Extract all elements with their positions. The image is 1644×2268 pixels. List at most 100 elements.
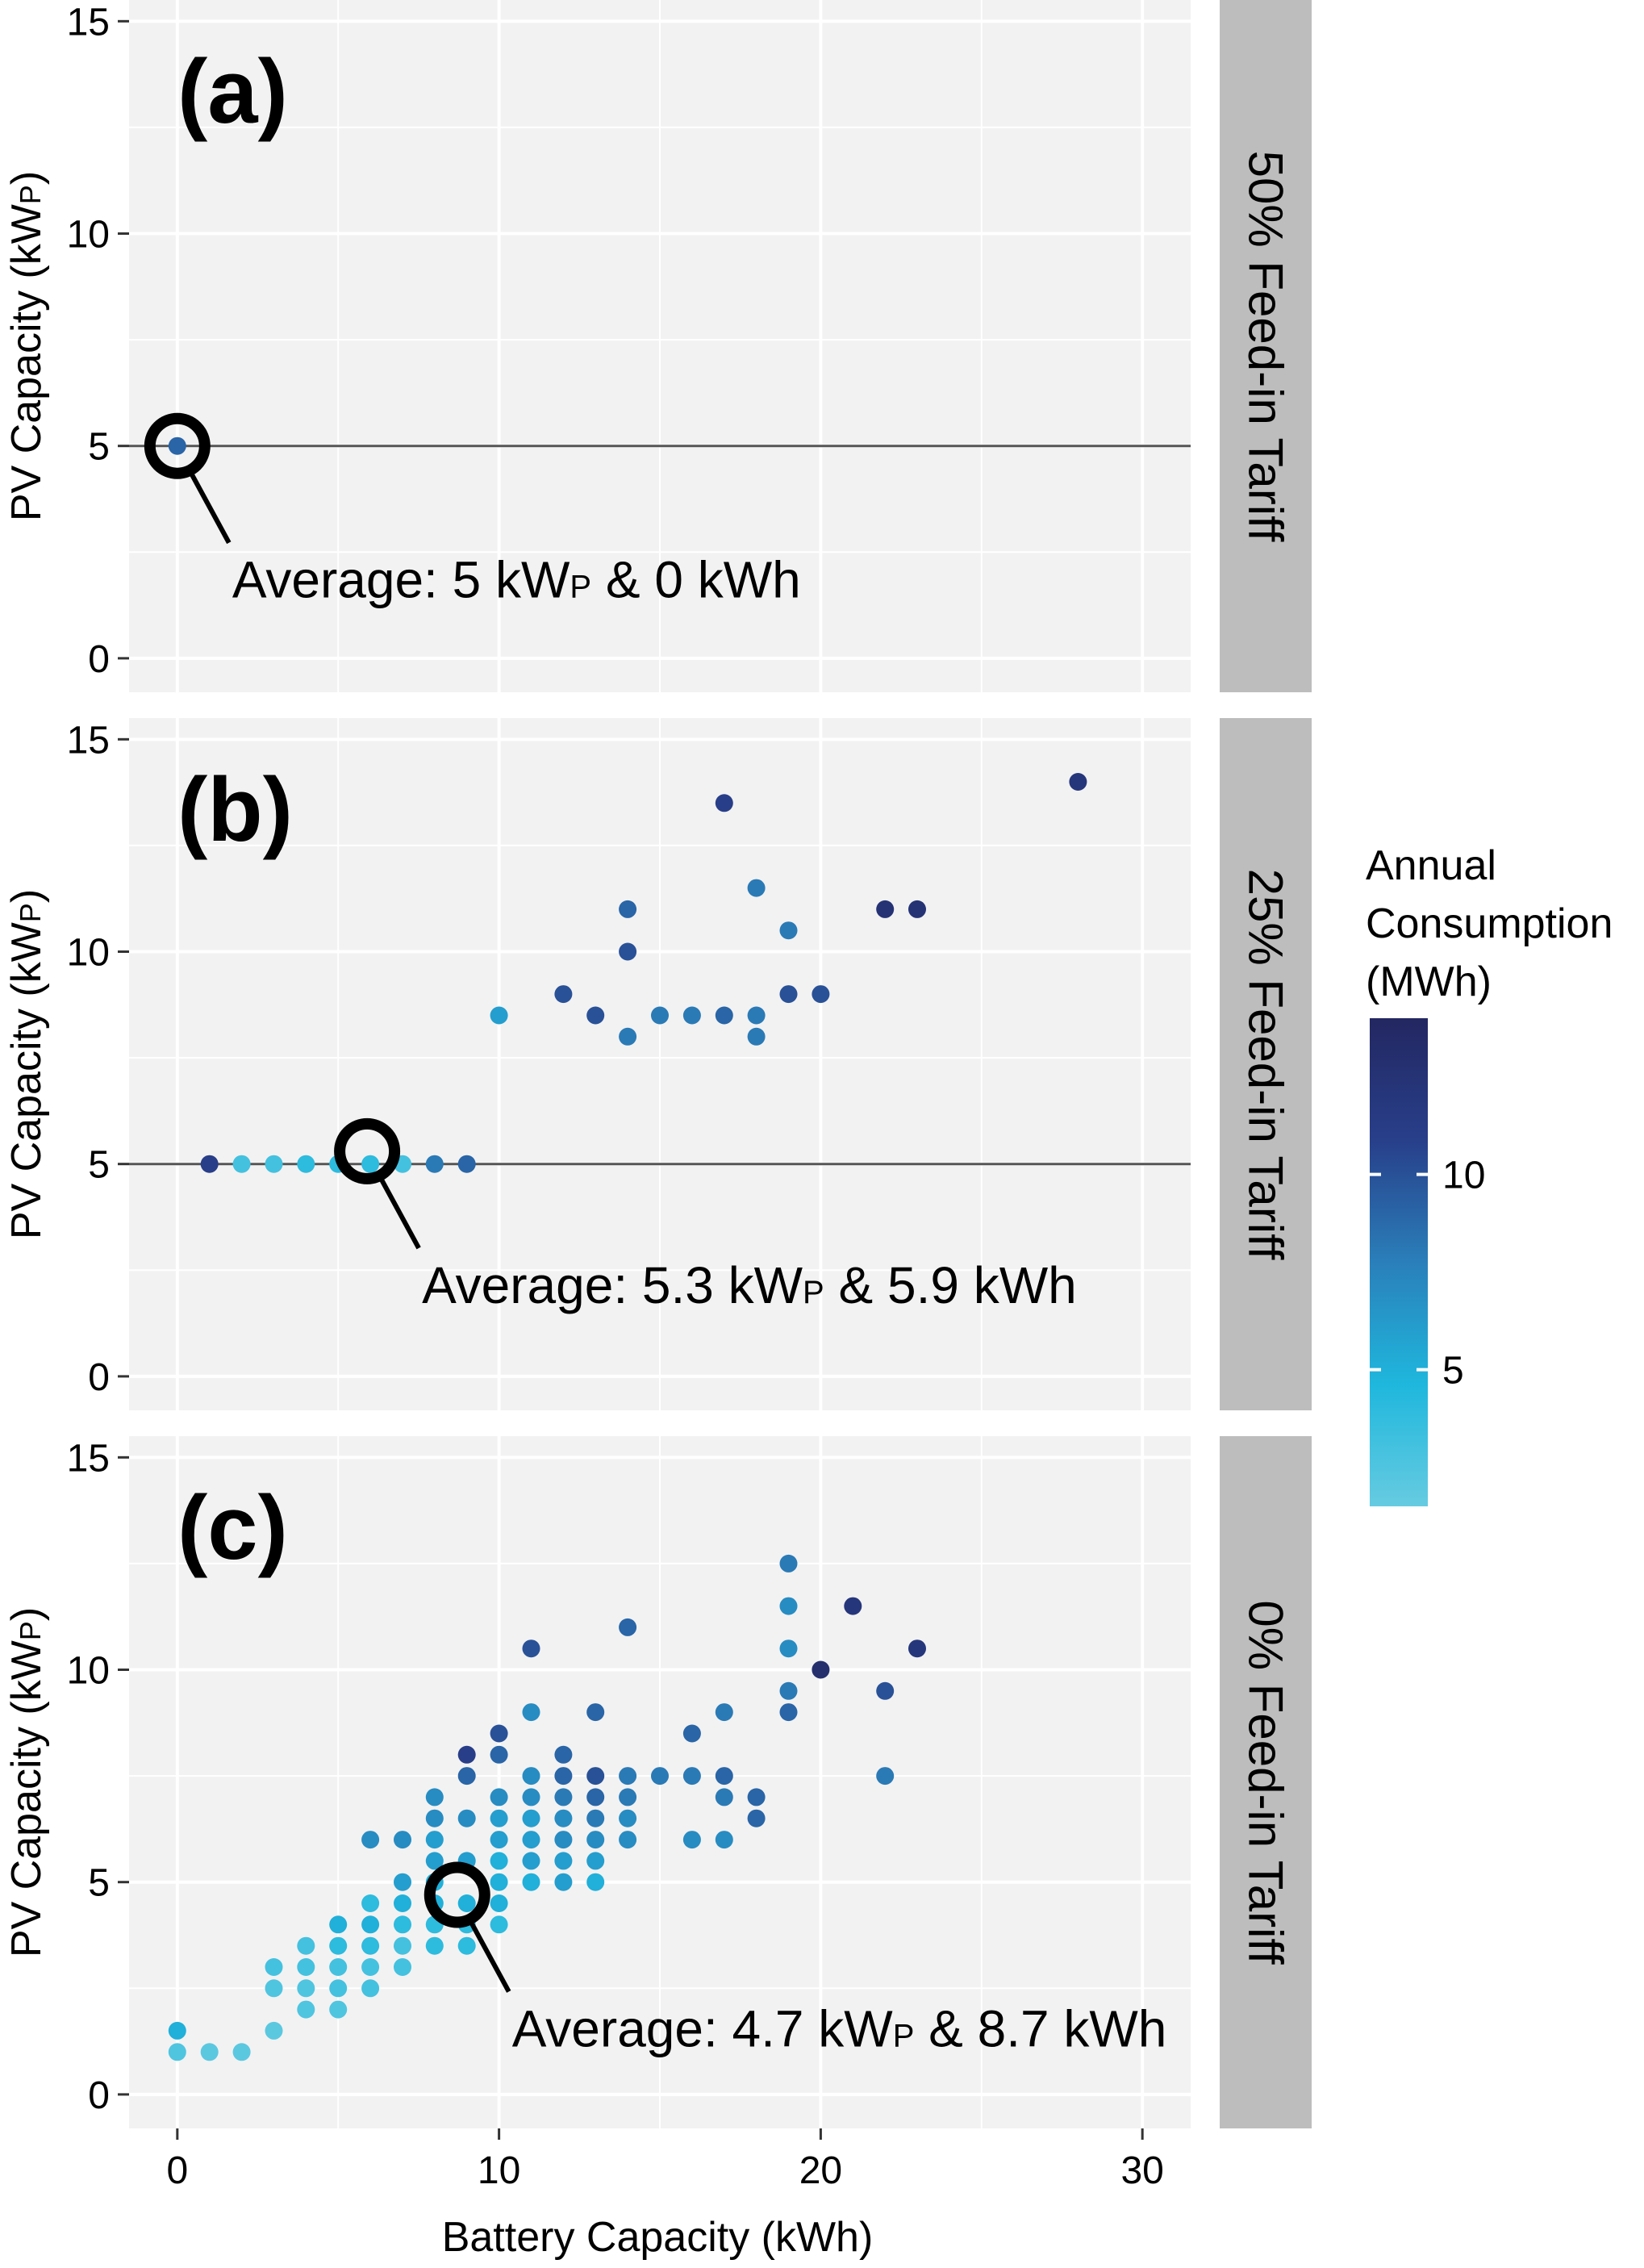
data-point	[232, 2043, 251, 2061]
data-point	[586, 1852, 605, 1870]
facet-strip	[1220, 1436, 1312, 2128]
average-label: Average: 5.3 kWP & 5.9 kWh	[422, 1256, 1077, 1314]
panel-tag: (b)	[177, 759, 293, 860]
data-point	[554, 1809, 573, 1827]
x-tick-label: 0	[166, 2149, 188, 2192]
data-point	[908, 1639, 926, 1658]
data-point	[715, 794, 733, 812]
y-tick-label: 15	[67, 1, 110, 44]
data-point	[651, 1006, 669, 1025]
data-point	[779, 1639, 798, 1658]
average-marker	[144, 412, 211, 479]
data-point	[812, 985, 830, 1004]
y-axis-title: PV Capacity (kWP)	[3, 171, 50, 521]
data-point	[715, 1831, 733, 1849]
data-point	[619, 1788, 637, 1806]
data-point	[715, 1788, 733, 1806]
data-point	[329, 2000, 348, 2019]
data-point	[651, 1767, 669, 1786]
data-point	[554, 1788, 573, 1806]
data-point	[425, 1852, 444, 1870]
data-point	[490, 1724, 508, 1743]
data-point	[329, 1958, 348, 1976]
data-point	[715, 1006, 733, 1025]
data-point	[522, 1831, 540, 1849]
y-axis-title-main: PV Capacity (kW	[3, 1640, 50, 1957]
data-point	[844, 1597, 862, 1615]
data-point	[554, 1767, 573, 1786]
data-point	[779, 1597, 798, 1615]
data-point	[168, 2021, 186, 2040]
data-point	[361, 1831, 380, 1849]
data-point	[200, 1155, 219, 1173]
legend-title-line-1: Annual	[1366, 842, 1496, 889]
data-point	[361, 1894, 380, 1912]
x-tick-label: 20	[799, 2149, 842, 2192]
y-axis-title-end: )	[3, 889, 50, 903]
data-point	[522, 1639, 540, 1658]
y-axis-title: PV Capacity (kWP)	[3, 889, 50, 1239]
data-point	[425, 1831, 444, 1849]
average-label-subscript: P	[570, 570, 591, 605]
y-tick-label: 10	[67, 1650, 110, 1693]
data-point	[779, 921, 798, 940]
data-point	[265, 1979, 283, 1998]
x-axis: 0 10 20 30	[166, 2128, 1164, 2192]
data-point	[329, 1936, 348, 1955]
data-point	[457, 1767, 476, 1786]
panel-tag: (a)	[177, 41, 288, 142]
data-point	[490, 1788, 508, 1806]
data-point	[394, 1873, 411, 1891]
average-label-subscript: P	[803, 1275, 824, 1310]
average-label-prefix: Average: 4.7 kW	[512, 1999, 894, 2057]
data-point	[747, 1006, 766, 1025]
data-point	[747, 879, 766, 897]
data-point	[425, 1155, 444, 1173]
data-point	[876, 1767, 895, 1786]
y-axis-title: PV Capacity (kWP)	[3, 1607, 50, 1957]
data-point	[1069, 773, 1087, 791]
data-point	[908, 900, 926, 918]
data-point	[586, 1788, 605, 1806]
data-point	[619, 1618, 637, 1636]
y-tick-label: 5	[88, 1144, 110, 1187]
data-point	[586, 1006, 605, 1025]
data-point	[682, 1724, 701, 1743]
y-axis-title-end: )	[3, 1607, 50, 1621]
data-point	[265, 2021, 283, 2040]
average-label-prefix: Average: 5 kW	[232, 551, 570, 609]
data-point	[361, 1155, 380, 1173]
y-tick-label: 15	[67, 1437, 110, 1480]
data-point	[394, 1894, 411, 1912]
data-point	[586, 1703, 605, 1722]
data-point	[779, 1554, 798, 1573]
data-point	[361, 1958, 380, 1976]
data-point	[329, 1915, 348, 1934]
data-point	[554, 1745, 573, 1764]
average-label-subscript: P	[893, 2018, 915, 2053]
average-leader-line	[466, 1916, 511, 1993]
average-marker	[334, 1117, 401, 1184]
data-point	[586, 1809, 605, 1827]
data-point	[394, 1831, 411, 1849]
facet-strip	[1220, 0, 1312, 692]
y-axis-title-subscript: P	[14, 903, 47, 922]
facet-strip	[1220, 718, 1312, 1410]
x-axis-title: Battery Capacity (kWh)	[442, 2214, 874, 2261]
data-point	[490, 1915, 508, 1934]
colorbar-tick-label: 5	[1442, 1350, 1464, 1393]
y-axis-title-main: PV Capacity (kW	[3, 922, 50, 1239]
data-point	[522, 1767, 540, 1786]
data-point	[490, 1745, 508, 1764]
colorbar-ticks: 5 10	[1370, 1155, 1485, 1393]
legend-title-line-2: Consumption	[1366, 900, 1613, 947]
average-label: Average: 4.7 kWP & 8.7 kWh	[512, 1999, 1167, 2057]
data-point	[779, 985, 798, 1004]
data-point	[715, 1767, 733, 1786]
facet-strip-label: 25% Feed-in Tariff	[1239, 869, 1293, 1260]
data-point	[457, 1809, 476, 1827]
data-point	[682, 1767, 701, 1786]
data-point	[682, 1006, 701, 1025]
